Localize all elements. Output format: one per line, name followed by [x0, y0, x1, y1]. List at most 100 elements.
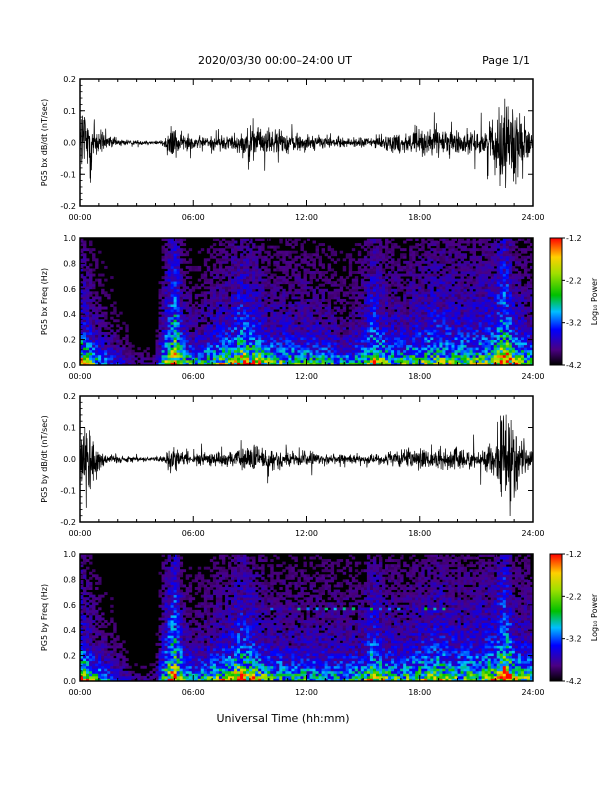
heatmap-cell — [98, 337, 102, 340]
heatmap-cell — [394, 288, 398, 292]
heatmap-cell — [478, 314, 483, 318]
heatmap-cell — [457, 245, 461, 249]
heatmap-cell — [303, 324, 307, 328]
heatmap-cell — [357, 271, 362, 274]
heatmap-cell — [164, 263, 168, 267]
panel-1-series-line — [79, 98, 534, 189]
heatmap-cell — [333, 334, 338, 338]
heatmap-cell — [252, 265, 256, 269]
heatmap-cell — [240, 298, 244, 302]
heatmap-cell — [366, 250, 371, 254]
heatmap-cell — [200, 273, 205, 277]
heatmap-cell — [243, 334, 247, 338]
heatmap-cell — [95, 349, 99, 353]
heatmap-cell — [315, 298, 319, 302]
heatmap-cell — [321, 349, 326, 353]
heatmap-cell — [436, 354, 440, 358]
heatmap-cell — [400, 278, 404, 282]
heatmap-cell — [173, 255, 178, 259]
heatmap-cell — [388, 273, 392, 277]
heatmap-cell — [234, 352, 238, 356]
heatmap-cell — [351, 309, 356, 313]
heatmap-cell — [113, 362, 117, 366]
heatmap-cell — [185, 314, 190, 318]
heatmap-cell — [89, 286, 93, 290]
heatmap-cell — [472, 286, 477, 290]
heatmap-cell — [388, 250, 392, 254]
heatmap-cell — [234, 250, 238, 254]
heatmap-cell — [264, 258, 268, 262]
heatmap-cell — [194, 339, 199, 343]
heatmap-cell — [194, 326, 199, 330]
heatmap-cell — [451, 250, 455, 254]
heatmap-cell — [273, 291, 277, 295]
heatmap-cell — [451, 260, 455, 264]
heatmap-cell — [95, 331, 99, 335]
heatmap-cell — [481, 271, 486, 274]
heatmap-cell — [273, 248, 277, 252]
heatmap-cell — [475, 306, 480, 310]
heatmap-cell — [215, 306, 220, 310]
heatmap-cell — [240, 354, 244, 358]
heatmap-cell — [197, 337, 202, 340]
heatmap-cell — [264, 304, 268, 307]
heatmap-cell — [469, 319, 473, 323]
heatmap-cell — [424, 306, 428, 310]
heatmap-cell — [237, 337, 241, 340]
heatmap-cell — [324, 357, 329, 361]
heatmap-cell — [218, 342, 223, 346]
heatmap-cell — [221, 339, 226, 343]
heatmap-cell — [92, 347, 96, 351]
heatmap-cell — [412, 352, 416, 356]
heatmap-cell — [484, 352, 489, 356]
heatmap-cell — [297, 255, 301, 259]
heatmap-cell — [403, 337, 407, 340]
heatmap-cell — [372, 344, 377, 348]
heatmap-cell — [167, 253, 171, 257]
heatmap-cell — [321, 354, 326, 358]
heatmap-cell — [397, 276, 401, 280]
heatmap-cell — [484, 319, 489, 323]
heatmap-cell — [309, 311, 313, 315]
heatmap-cell — [200, 298, 205, 302]
heatmap-cell — [385, 342, 389, 346]
heatmap-cell — [164, 314, 168, 318]
heatmap-cell — [246, 324, 250, 328]
heatmap-cell — [372, 316, 377, 320]
heatmap-cell — [282, 319, 286, 323]
heatmap-cell — [430, 329, 434, 333]
heatmap-cell — [378, 240, 383, 244]
heatmap-cell — [291, 291, 295, 295]
heatmap-cell — [484, 306, 489, 310]
heatmap-cell — [433, 260, 437, 264]
heatmap-cell — [116, 324, 120, 328]
heatmap-cell — [231, 314, 235, 318]
heatmap-cell — [306, 319, 310, 323]
heatmap-cell — [98, 339, 102, 343]
heatmap-cell — [300, 314, 304, 318]
heatmap-cell — [288, 331, 292, 335]
heatmap-cell — [427, 273, 431, 277]
heatmap-cell — [312, 304, 316, 307]
heatmap-cell — [363, 342, 368, 346]
heatmap-cell — [339, 288, 344, 292]
heatmap-cell — [95, 342, 99, 346]
heatmap-cell — [351, 311, 356, 315]
heatmap-cell — [460, 344, 464, 348]
heatmap-cell — [173, 339, 178, 343]
heatmap-cell — [158, 342, 162, 346]
heatmap-cell — [378, 326, 383, 330]
heatmap-cell — [427, 319, 431, 323]
heatmap-cell — [182, 306, 187, 310]
heatmap-cell — [439, 260, 443, 264]
heatmap-cell — [439, 253, 443, 257]
heatmap-cell — [451, 342, 455, 346]
heatmap-cell — [197, 319, 202, 323]
heatmap-cell — [218, 359, 223, 363]
heatmap-cell — [412, 324, 416, 328]
heatmap-cell — [415, 250, 419, 254]
heatmap-cell — [369, 298, 374, 302]
heatmap-cell — [249, 347, 253, 351]
heatmap-cell — [454, 347, 458, 351]
heatmap-cell — [83, 288, 87, 292]
